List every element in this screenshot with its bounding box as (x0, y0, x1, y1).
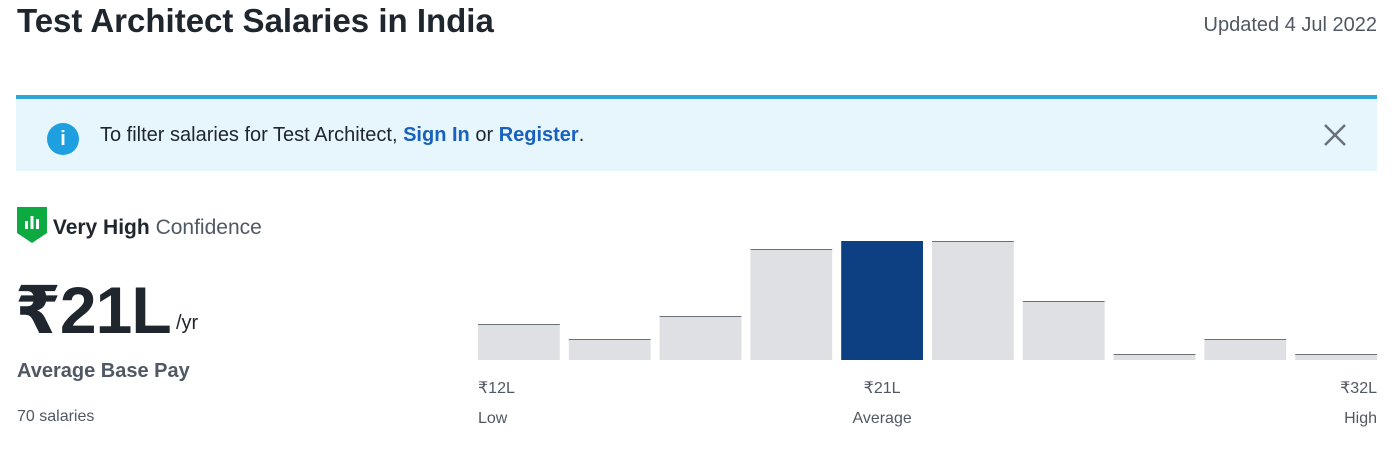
range-label: High (1344, 410, 1377, 427)
range-amount: ₹32L (1340, 380, 1377, 397)
bar (1204, 339, 1287, 360)
banner-message: To filter salaries for Test Architect, (100, 124, 398, 146)
banner-text: To filter salaries for Test Architect, S… (100, 124, 584, 147)
pay-label: Average Base Pay (17, 360, 190, 382)
range-label: Average (852, 410, 911, 427)
confidence: Very High Confidence (17, 207, 262, 243)
updated-date: Updated 4 Jul 2022 (1203, 14, 1377, 36)
banner-end: . (578, 124, 585, 146)
bar (841, 241, 923, 360)
banner-or: or (475, 124, 494, 146)
bar (1113, 354, 1196, 360)
register-link[interactable]: Register (498, 124, 579, 146)
sign-in-link[interactable]: Sign In (403, 124, 470, 146)
bar (659, 316, 742, 360)
average-pay: ₹21L (15, 273, 172, 347)
bar (1022, 301, 1105, 360)
bar (750, 249, 833, 360)
pay-period: /yr (176, 312, 199, 334)
range-label: Low (478, 410, 508, 427)
sign-in-banner: i To filter salaries for Test Architect,… (16, 95, 1377, 171)
bar (568, 339, 651, 360)
range-amount: ₹12L (478, 380, 515, 397)
salary-count: 70 salaries (17, 408, 95, 425)
bar (1295, 354, 1377, 360)
page-title: Test Architect Salaries in India (17, 2, 494, 39)
bar (932, 241, 1014, 360)
close-button[interactable] (1323, 123, 1347, 147)
confidence-text: Confidence (155, 216, 262, 239)
confidence-icon (17, 207, 47, 243)
info-icon: i (47, 123, 79, 155)
range-amount: ₹21L (864, 380, 901, 397)
confidence-level: Very High (52, 216, 150, 239)
bar (478, 324, 560, 360)
